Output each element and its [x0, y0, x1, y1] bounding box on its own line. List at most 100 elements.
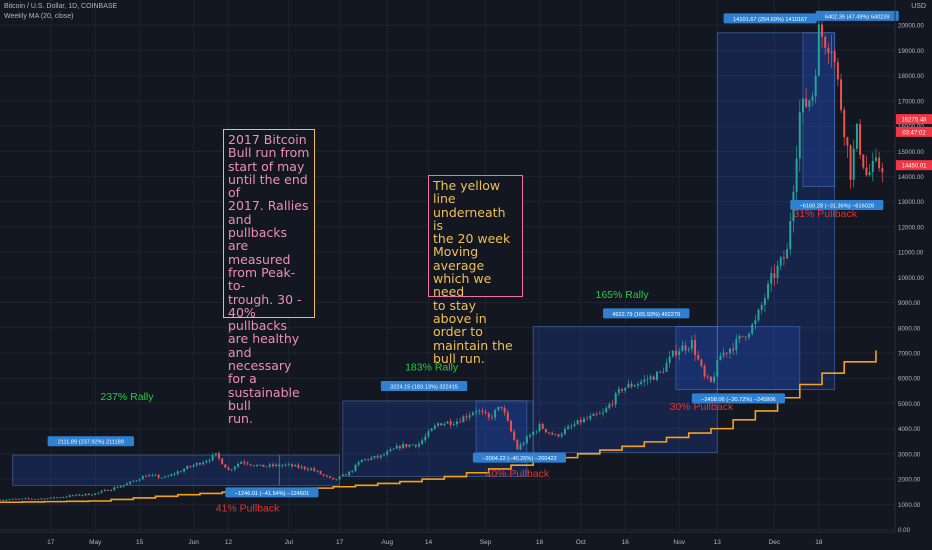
candle-body	[671, 350, 674, 357]
x-axis[interactable]: 17 May 15 Jun 12 Jul 17 Aug 14 Sep 18 Oct 16 Nov 13 Dec…	[0, 531, 895, 546]
candle-body	[567, 426, 570, 430]
note-bull-run: 2017 Bitcoin Bull run from start of may …	[223, 129, 315, 425]
candle-body	[484, 412, 487, 414]
annotation: 41% Pullback	[216, 503, 280, 515]
candle-body	[417, 443, 420, 447]
candle-body	[598, 413, 601, 415]
candle-body	[589, 415, 592, 419]
candle-body	[814, 75, 817, 97]
candle-body	[284, 464, 287, 466]
candle-body	[367, 459, 370, 460]
candle-body	[595, 413, 598, 415]
candle-body	[668, 356, 671, 363]
candle-body	[424, 436, 427, 441]
candle-body	[748, 333, 750, 338]
candle-body	[198, 462, 201, 465]
measure-label: 3224.15 (183.13%) 322415	[390, 385, 458, 391]
candle-body	[227, 467, 230, 470]
candle-body	[868, 171, 871, 176]
candle-body	[81, 495, 84, 496]
annotation: 183% Rally	[405, 361, 459, 373]
y-tick-label: 4000.00	[898, 426, 921, 433]
candle-body	[719, 355, 722, 361]
candle-body	[503, 408, 506, 413]
candle-body	[548, 432, 551, 433]
y-tick-label: 8000.00	[898, 325, 921, 332]
y-axis[interactable]: 0.00 1000.00 2000.00 3000.00 4000.00 5000.00 6…	[894, 0, 924, 534]
candle-body	[821, 24, 823, 37]
candle-body	[611, 404, 614, 405]
candle-body	[271, 464, 274, 467]
candle-body	[237, 463, 240, 467]
candle-body	[827, 47, 830, 53]
candle-body	[751, 324, 754, 334]
candle-body	[659, 371, 662, 373]
candle-body	[379, 455, 382, 458]
candle-body	[103, 489, 106, 491]
candle-body	[881, 168, 884, 173]
candle-body	[478, 410, 481, 412]
candle-body	[697, 355, 700, 360]
candle-body	[459, 421, 462, 423]
candle-body	[481, 410, 484, 413]
y-tick-label: 13000.00	[898, 199, 924, 206]
candle-body	[14, 498, 17, 500]
x-tick-label: Nov	[673, 539, 685, 546]
measure-box	[342, 400, 528, 477]
candle-body	[586, 418, 589, 420]
annotation: 31% Pullback	[793, 208, 857, 220]
y-tick-label: 0.00	[898, 527, 911, 534]
measure-label: 6402.39 (47.49%) 640239	[825, 14, 890, 20]
candle-body	[513, 431, 516, 441]
measure-box	[12, 454, 280, 486]
candle-body	[313, 468, 316, 471]
candle-body	[46, 498, 49, 500]
candle-body	[338, 476, 341, 480]
measure-label: 14101.67 (254.69%) 1410167	[733, 17, 807, 23]
candle-body	[262, 464, 265, 467]
candle-body	[649, 376, 652, 380]
candle-body	[805, 98, 808, 107]
candle-body	[509, 420, 512, 432]
candle-body	[300, 466, 303, 468]
y-tick-label: 20000.00	[898, 23, 924, 30]
x-tick-label: Aug	[381, 539, 393, 546]
candle-body	[106, 489, 109, 491]
candle-body	[732, 348, 735, 351]
candle-body	[871, 160, 874, 172]
candle-body	[640, 381, 643, 384]
candle-body	[551, 432, 554, 435]
candle-body	[348, 471, 351, 476]
candle-body	[516, 440, 519, 450]
candle-body	[446, 421, 449, 424]
candle-body	[72, 495, 74, 497]
candle-body	[167, 475, 170, 477]
candle-body	[706, 376, 709, 378]
candle-body	[716, 360, 719, 377]
annotation: 237% Rally	[100, 391, 154, 403]
candle-body	[398, 445, 401, 449]
candle-body	[256, 465, 259, 466]
symbol-title: Bitcoin / U.S. Dollar, 1D, COINBASE	[4, 3, 118, 10]
candle-body	[214, 453, 217, 456]
measure-label-bg	[47, 436, 135, 447]
candle-body	[24, 498, 27, 500]
candle-body	[297, 464, 300, 468]
candle-body	[602, 412, 604, 414]
candle-body	[325, 475, 328, 477]
candle-body	[646, 379, 649, 381]
candle-body	[570, 426, 573, 427]
y-tick-label: 7000.00	[898, 350, 921, 357]
candle-body	[122, 485, 125, 487]
measure-label: −2458.06 (−30.72%) −245806	[701, 397, 776, 403]
indicator-label: Weekly MA (20, close)	[4, 13, 74, 20]
note-moving-average: The yellow line underneath is the 20 wee…	[428, 175, 523, 365]
candle-body	[370, 457, 373, 460]
candle-body	[865, 167, 868, 176]
price-tag: 14450.01	[901, 164, 927, 170]
price-tag-bg	[896, 126, 932, 137]
candle-body	[221, 458, 224, 465]
candle-body	[735, 338, 738, 351]
candle-body	[449, 421, 452, 425]
x-tick-label: 18	[815, 539, 823, 546]
